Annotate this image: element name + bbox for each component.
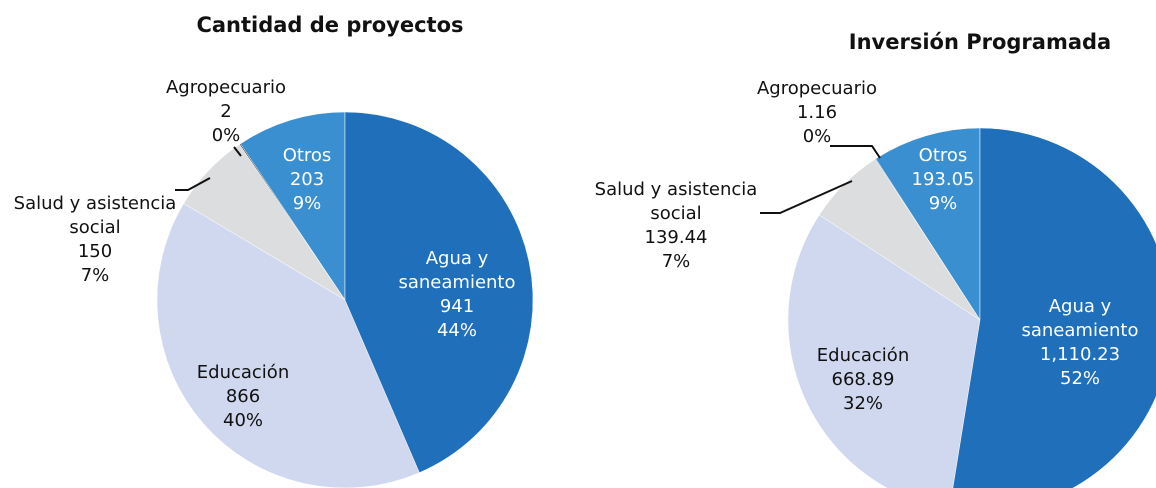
slice-percent: 7% [80,265,110,286]
pie-slice [787,214,981,488]
slice-value: 1.16 [796,102,838,123]
slice-label: Educación 668.89 32% [817,344,909,416]
slice-value: 941 [439,296,475,317]
slice-name: Educación [816,345,910,366]
pie-slice [240,111,346,301]
slice-value: 2 [220,101,232,122]
slice-percent: 9% [928,193,958,214]
leader-line [233,146,242,157]
slice-name: Agua y saneamiento [398,248,516,293]
slice-name: Educación [196,362,290,383]
slice-label: Otros 193.05 9% [912,144,975,216]
pie-slice [952,127,1156,488]
slice-percent: 40% [222,410,264,431]
chart-title: Cantidad de proyectos [196,13,464,37]
leader-line [175,177,211,191]
slice-value: 150 [77,241,113,262]
slice-label: Agua y saneamiento 1,110.23 52% [1021,295,1138,391]
slice-label: Agropecuario 2 0% [166,76,286,148]
leader-line [830,145,881,159]
slice-percent: 32% [842,393,884,414]
slice-name: Salud y asistencia social [594,179,758,224]
slice-percent: 52% [1059,368,1101,389]
leader-line [760,180,853,214]
slice-percent: 44% [436,320,477,341]
pie-slice [344,111,534,473]
slice-label: Educación 866 40% [197,361,289,433]
slice-percent: 7% [661,251,691,272]
slice-value: 1,110.23 [1039,344,1121,365]
slice-label: Salud y asistencia social 150 7% [8,192,183,288]
slice-label: Otros 203 9% [283,144,332,216]
pie-slice [156,203,420,488]
slice-value: 203 [289,169,325,190]
slice-name: Otros [918,145,968,166]
slice-name: Agropecuario [756,78,878,99]
slice-value: 668.89 [831,369,895,390]
slice-value: 193.05 [911,169,975,190]
chart-title: Inversión Programada [848,30,1112,54]
slice-name: Agua y saneamiento [1021,296,1139,341]
slice-name: Agropecuario [165,77,287,98]
slice-name: Otros [282,145,332,166]
slice-value: 139.44 [644,227,708,248]
slice-label: Salud y asistencia social 139.44 7% [589,178,764,274]
slice-percent: 0% [802,126,832,147]
slice-percent: 9% [292,193,322,214]
slice-label: Agua y saneamiento 941 44% [370,247,545,343]
slice-label: Agropecuario 1.16 0% [757,77,877,149]
slice-percent: 0% [211,125,241,146]
slice-value: 866 [225,386,261,407]
slice-name: Salud y asistencia social [13,193,177,238]
